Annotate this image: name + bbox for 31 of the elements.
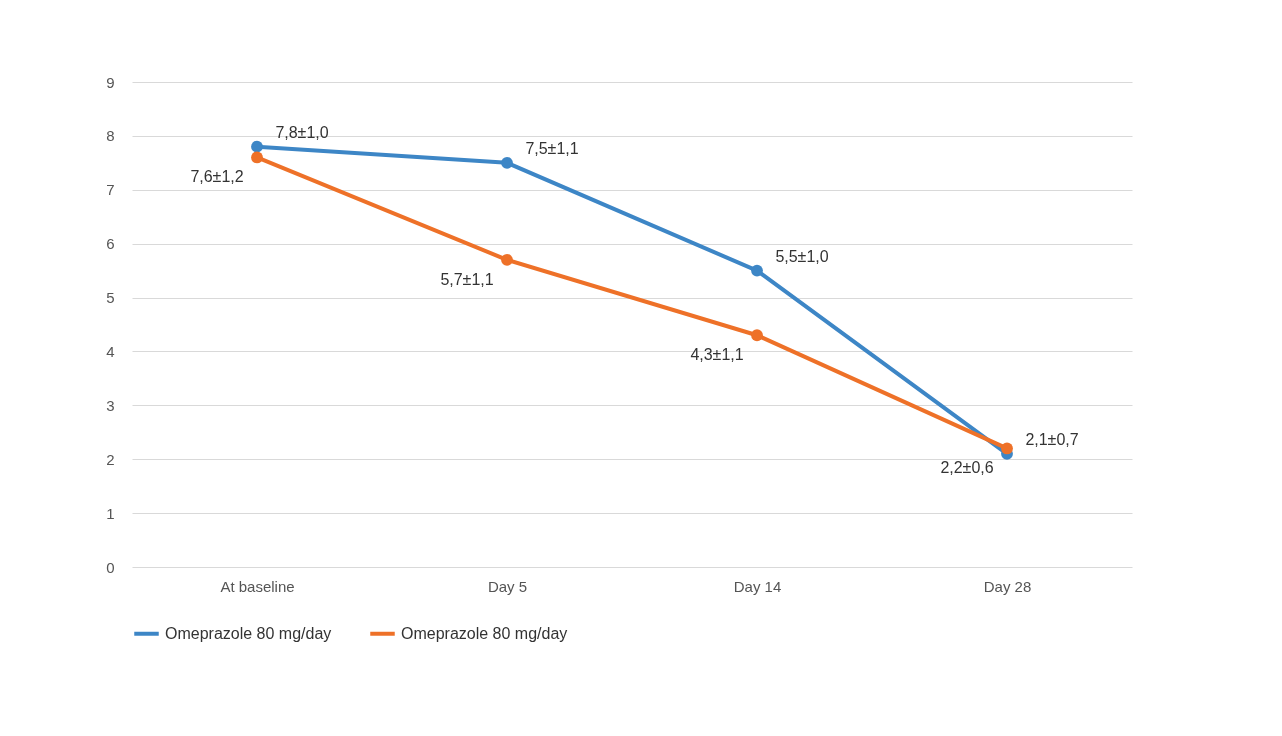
- y-tick-label: 8: [106, 127, 115, 145]
- point: [751, 264, 763, 277]
- data-label: 7,6±1,2: [190, 168, 244, 186]
- point: [251, 151, 263, 164]
- data-label: 2,2±0,6: [940, 459, 994, 477]
- data-label: 4,3±1,1: [690, 346, 744, 364]
- point: [251, 140, 263, 153]
- data-label: 2,1±0,7: [1025, 430, 1079, 448]
- y-tick-label: 6: [106, 235, 115, 253]
- point: [501, 253, 513, 266]
- data-label: 7,5±1,1: [525, 139, 579, 157]
- data-label: 7,8±1,0: [275, 123, 329, 141]
- point: [501, 156, 513, 169]
- y-tick-label: 5: [106, 289, 115, 307]
- legend-label: Omeprazole 80 mg/day: [165, 624, 332, 642]
- legend-label: Omeprazole 80 mg/day: [401, 624, 568, 642]
- data-label: 5,7±1,1: [440, 270, 494, 288]
- x-tick-label: Day 28: [983, 577, 1032, 595]
- y-tick-label: 7: [106, 181, 115, 199]
- y-tick-label: 9: [106, 73, 115, 91]
- y-tick-label: 2: [106, 450, 115, 468]
- point: [1001, 442, 1013, 455]
- y-tick-label: 3: [106, 396, 115, 414]
- y-tick-label: 1: [106, 504, 115, 522]
- x-tick-label: Day 14: [733, 577, 782, 595]
- y-tick-label: 0: [106, 558, 115, 576]
- data-label: 5,5±1,0: [775, 247, 829, 265]
- x-tick-label: Day 5: [487, 577, 528, 595]
- x-tick-label: At baseline: [220, 577, 295, 595]
- y-tick-label: 4: [106, 342, 115, 360]
- point: [751, 329, 763, 342]
